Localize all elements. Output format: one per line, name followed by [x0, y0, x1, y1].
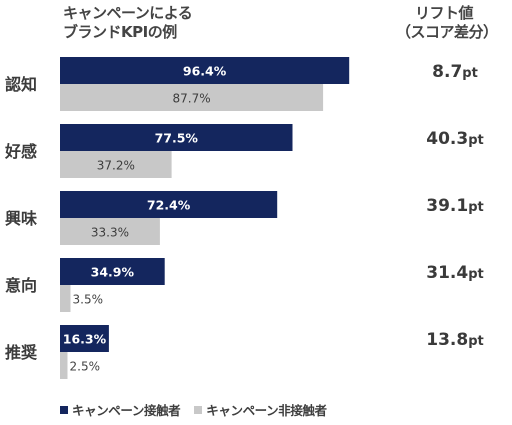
lift-unit: pt — [468, 133, 484, 148]
lift-header-line1: リフト値 — [414, 4, 474, 22]
bar-unexposed — [60, 352, 68, 379]
bar-exposed — [60, 57, 350, 84]
bar-exposed-label: 16.3% — [63, 332, 107, 347]
category-label: 意向 — [5, 276, 37, 295]
lift-number: 39.1 — [426, 196, 468, 216]
lift-value: 8.7pt — [432, 62, 478, 82]
lift-header-line2: （スコア差分） — [396, 23, 498, 41]
category-label: 好感 — [4, 142, 37, 161]
bar-unexposed-label: 37.2% — [97, 159, 135, 173]
category-label: 興味 — [5, 209, 37, 228]
chart-title: キャンペーンによる ブランドKPIの例 — [63, 4, 293, 42]
bar-exposed — [60, 258, 165, 285]
bar-exposed — [60, 325, 109, 352]
lift-number: 13.8 — [426, 330, 468, 350]
bar-exposed — [60, 124, 293, 151]
lift-number: 40.3 — [426, 129, 468, 149]
legend-swatch-unexposed — [194, 405, 203, 414]
lift-header: リフト値 （スコア差分） — [396, 4, 498, 42]
bar-exposed — [60, 191, 278, 218]
category-label: 推奨 — [5, 343, 38, 362]
bar-exposed-label: 34.9% — [91, 265, 135, 280]
lift-value: 31.4pt — [426, 263, 483, 283]
legend-label-exposed: キャンペーン接触者 — [72, 403, 181, 418]
bar-exposed-label: 77.5% — [155, 131, 199, 146]
bar-unexposed — [60, 151, 172, 178]
bar-unexposed-label: 3.5% — [73, 293, 104, 307]
bar-unexposed — [60, 218, 160, 245]
chart-title-line2: ブランドKPIの例 — [63, 23, 177, 41]
bar-unexposed — [60, 285, 71, 312]
bar-unexposed — [60, 84, 324, 111]
bar-unexposed-label: 33.3% — [91, 226, 129, 240]
category-label: 認知 — [5, 75, 37, 94]
lift-unit: pt — [468, 334, 484, 349]
lift-value: 13.8pt — [426, 330, 483, 350]
lift-value: 39.1pt — [426, 196, 483, 216]
legend-swatch-exposed — [60, 405, 68, 414]
bar-unexposed-label: 87.7% — [172, 92, 210, 106]
lift-number: 8.7 — [432, 62, 462, 82]
bar-exposed-label: 72.4% — [147, 198, 191, 213]
legend: キャンペーン接触者 キャンペーン非接触者 — [60, 400, 327, 419]
bar-exposed-label: 96.4% — [183, 64, 227, 79]
lift-value: 40.3pt — [426, 129, 483, 149]
legend-item-exposed: キャンペーン接触者 — [60, 400, 181, 419]
lift-unit: pt — [468, 267, 484, 282]
lift-unit: pt — [462, 66, 478, 81]
lift-unit: pt — [468, 200, 484, 215]
legend-item-unexposed: キャンペーン非接触者 — [194, 400, 327, 419]
legend-label-unexposed: キャンペーン非接触者 — [206, 403, 327, 418]
bar-unexposed-label: 2.5% — [70, 360, 101, 374]
lift-number: 31.4 — [426, 263, 468, 283]
chart-title-line1: キャンペーンによる — [63, 4, 193, 22]
